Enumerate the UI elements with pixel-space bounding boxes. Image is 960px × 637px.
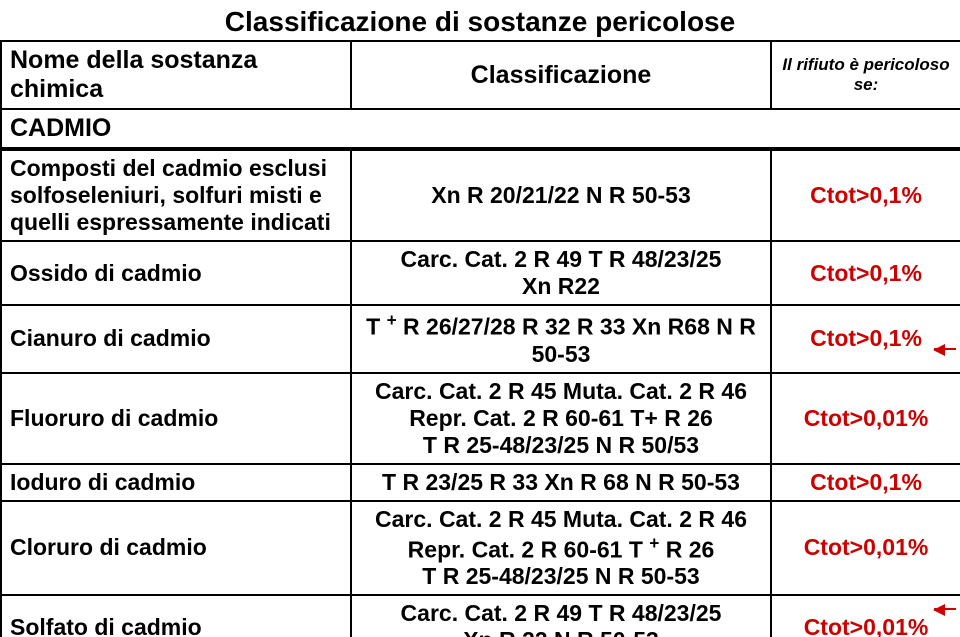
header-name: Nome della sostanza chimica	[1, 41, 351, 109]
threshold-cell: Ctot>0,1%	[771, 464, 960, 501]
table-row: Composti del cadmio esclusi solfoseleniu…	[1, 149, 960, 241]
header-threshold: Il rifiuto è pericoloso se:	[771, 41, 960, 109]
classification-cell: Xn R 20/21/22 N R 50-53	[351, 149, 771, 241]
table-row: Cianuro di cadmioT + R 26/27/28 R 32 R 3…	[1, 305, 960, 373]
threshold-cell: Ctot>0,1%	[771, 305, 960, 373]
substance-name: Cloruro di cadmio	[1, 501, 351, 596]
classification-cell: Carc. Cat. 2 R 45 Muta. Cat. 2 R 46Repr.…	[351, 373, 771, 464]
header-classification: Classificazione	[351, 41, 771, 109]
threshold-cell: Ctot>0,1%	[771, 241, 960, 305]
pointer-arrow-icon	[934, 348, 956, 350]
table-row: Ioduro di cadmioT R 23/25 R 33 Xn R 68 N…	[1, 464, 960, 501]
classification-cell: Carc. Cat. 2 R 49 T R 48/23/25Xn R22	[351, 241, 771, 305]
page-title: Classificazione di sostanze pericolose	[0, 0, 960, 40]
threshold-cell: Ctot>0,1%	[771, 149, 960, 241]
classification-cell: Carc. Cat. 2 R 45 Muta. Cat. 2 R 46Repr.…	[351, 501, 771, 596]
pointer-arrow-icon	[934, 608, 956, 610]
threshold-cell: Ctot>0,01%	[771, 501, 960, 596]
category-label: CADMIO	[1, 109, 960, 149]
category-row: CADMIO	[1, 109, 960, 149]
classification-cell: Carc. Cat. 2 R 49 T R 48/23/25Xn R 22 N …	[351, 595, 771, 637]
classification-table: Nome della sostanza chimica Classificazi…	[0, 40, 960, 637]
table-row: Ossido di cadmioCarc. Cat. 2 R 49 T R 48…	[1, 241, 960, 305]
threshold-cell: Ctot>0,01%	[771, 595, 960, 637]
classification-cell: T + R 26/27/28 R 32 R 33 Xn R68 N R 50-5…	[351, 305, 771, 373]
table-row: Cloruro di cadmioCarc. Cat. 2 R 45 Muta.…	[1, 501, 960, 596]
substance-name: Solfato di cadmio	[1, 595, 351, 637]
table-row: Solfato di cadmioCarc. Cat. 2 R 49 T R 4…	[1, 595, 960, 637]
classification-cell: T R 23/25 R 33 Xn R 68 N R 50-53	[351, 464, 771, 501]
threshold-cell: Ctot>0,01%	[771, 373, 960, 464]
substance-name: Cianuro di cadmio	[1, 305, 351, 373]
substance-name: Ioduro di cadmio	[1, 464, 351, 501]
table-row: Fluoruro di cadmioCarc. Cat. 2 R 45 Muta…	[1, 373, 960, 464]
substance-name: Composti del cadmio esclusi solfoseleniu…	[1, 149, 351, 241]
table-header-row: Nome della sostanza chimica Classificazi…	[1, 41, 960, 109]
substance-name: Ossido di cadmio	[1, 241, 351, 305]
substance-name: Fluoruro di cadmio	[1, 373, 351, 464]
